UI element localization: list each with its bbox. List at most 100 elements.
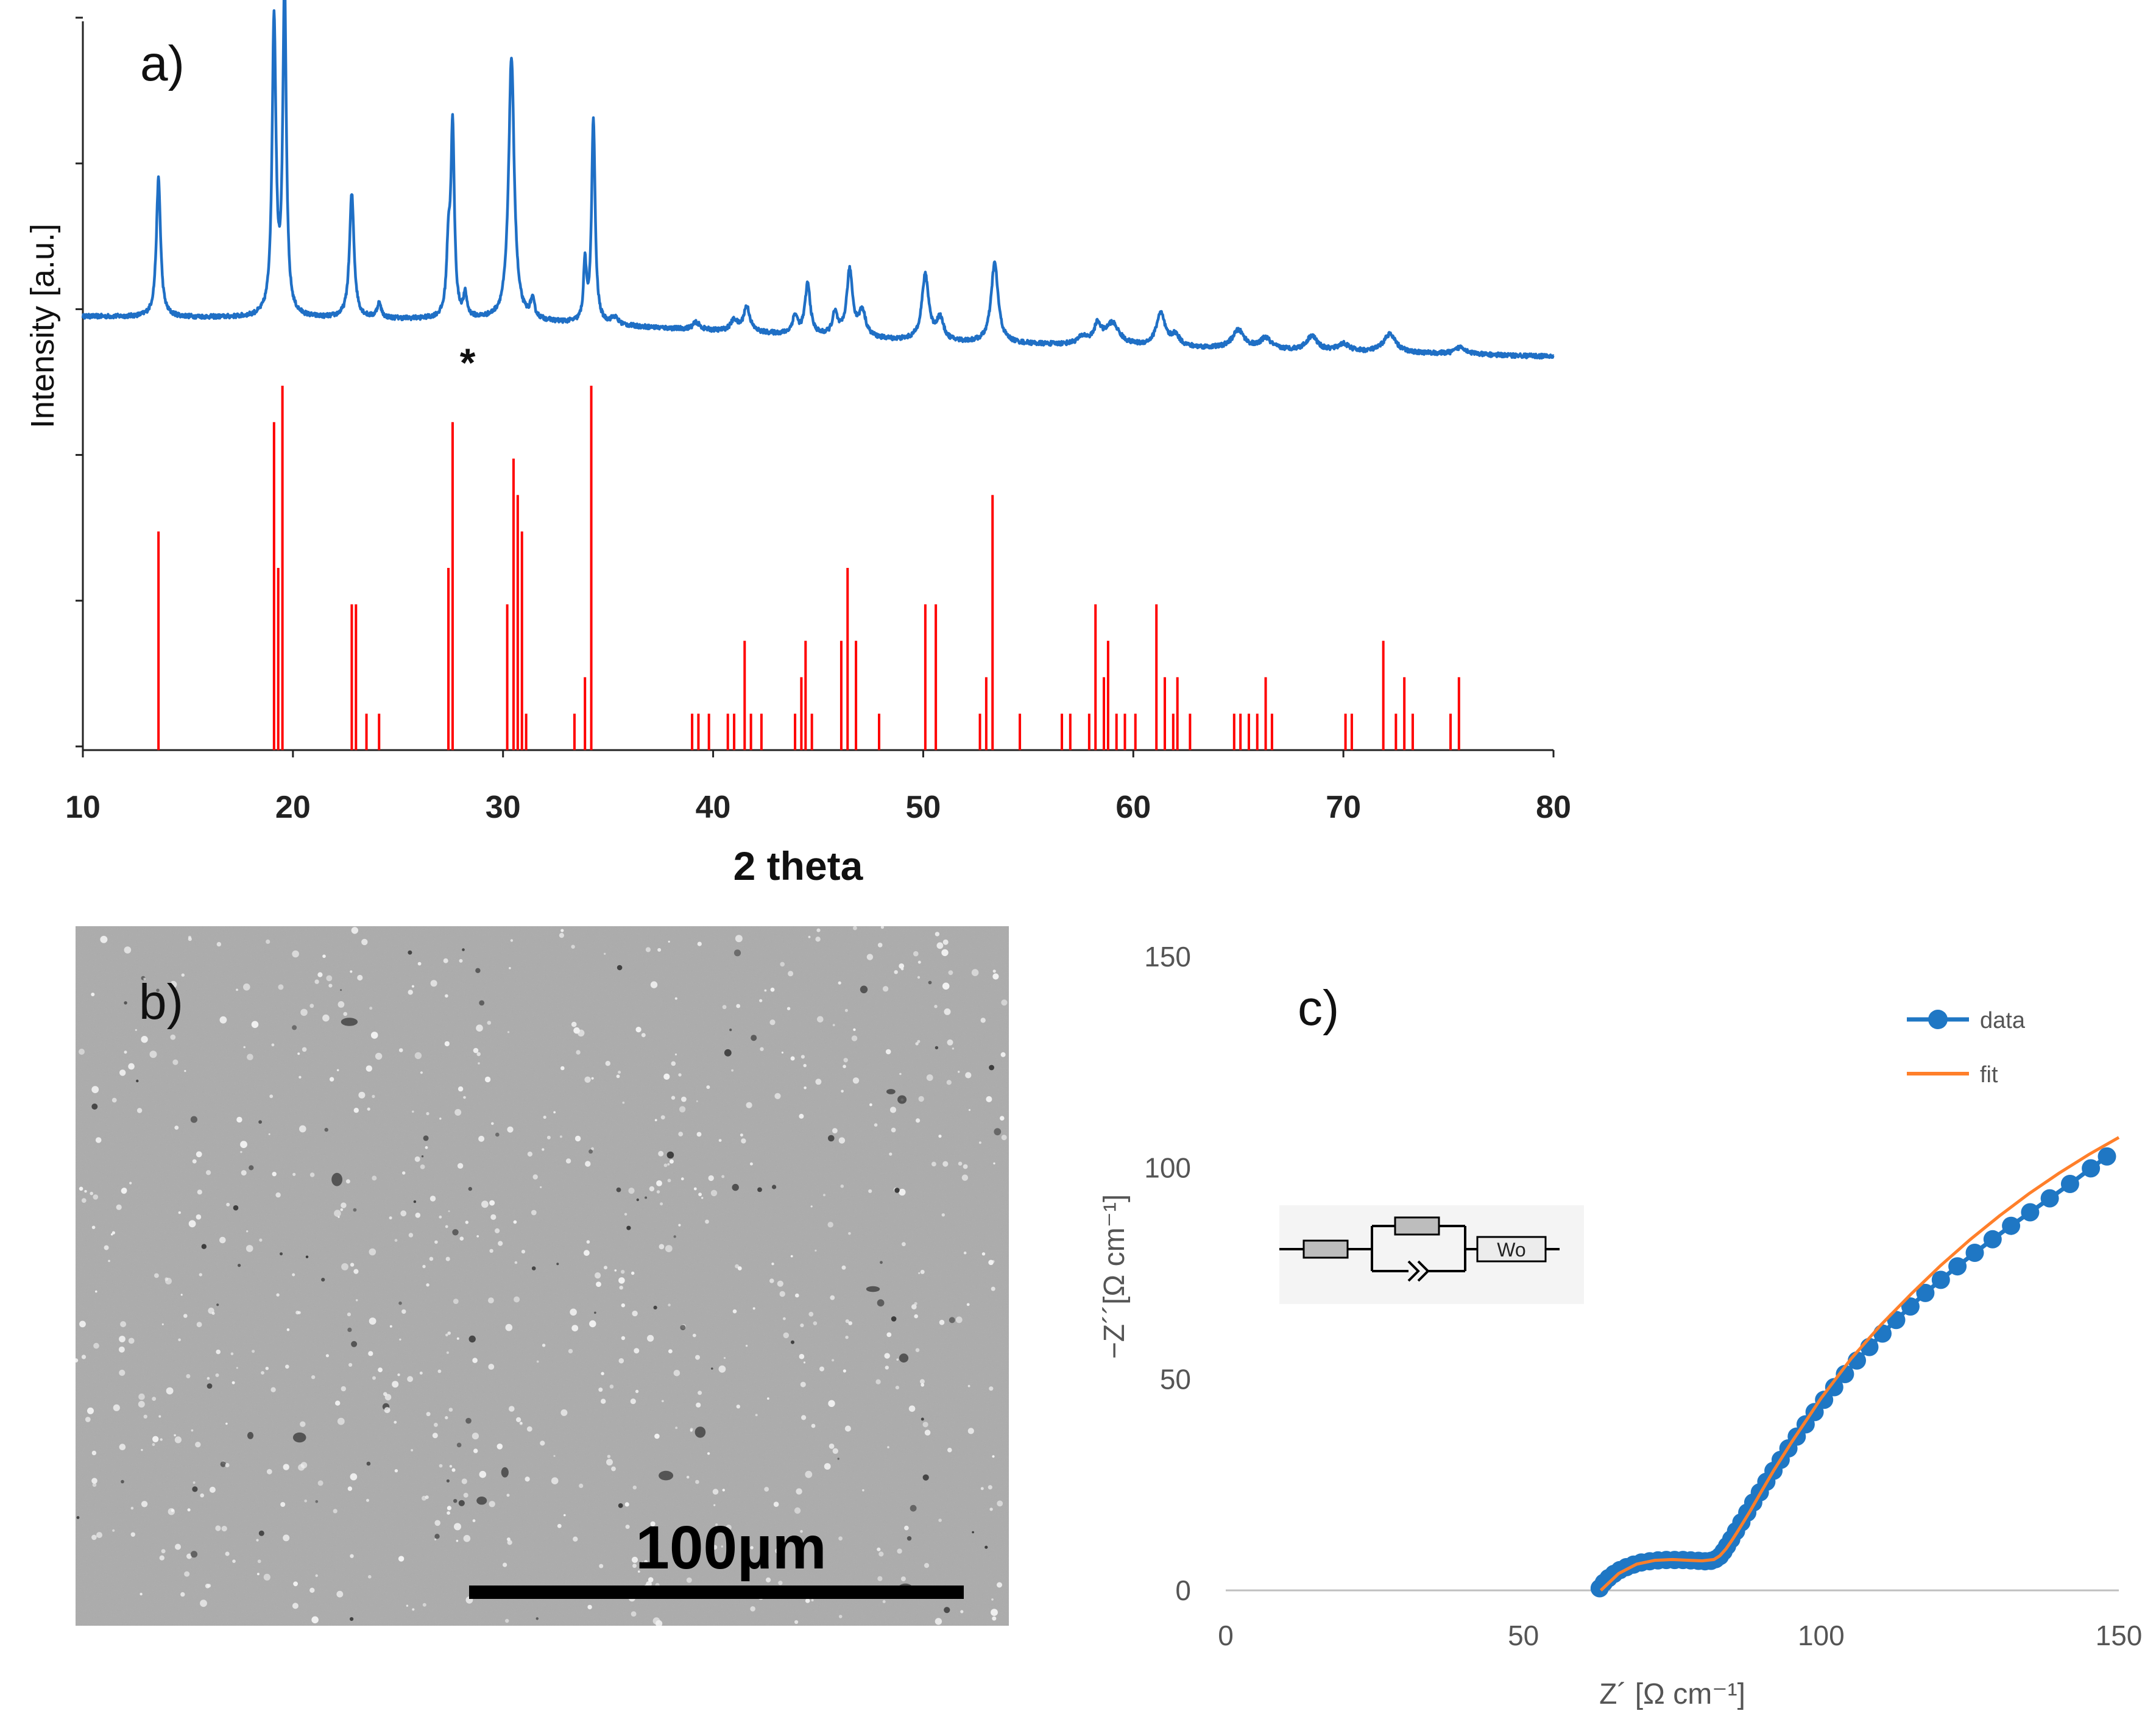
sem-particle — [489, 1249, 493, 1253]
sem-particle — [93, 1342, 99, 1349]
sem-particle — [1001, 1135, 1007, 1141]
sem-particle — [771, 1263, 774, 1266]
sem-particle — [286, 1328, 290, 1331]
data-point — [2082, 1159, 2101, 1178]
sem-particle — [630, 1398, 636, 1405]
sem-particle — [481, 1200, 489, 1208]
sem-particle — [816, 928, 821, 932]
sem-particle — [401, 1309, 406, 1314]
sem-particle — [135, 1029, 137, 1031]
sem-particle — [840, 1184, 844, 1188]
sem-particle — [713, 1504, 716, 1506]
sem-particle — [669, 1159, 674, 1164]
sem-particle — [190, 1551, 198, 1558]
sem-particle — [180, 1592, 185, 1597]
sem-particle — [256, 1573, 260, 1576]
sem-particle — [942, 982, 950, 990]
sem-particle — [258, 1120, 262, 1124]
sem-particle — [476, 1052, 481, 1057]
sem-particle — [587, 1604, 592, 1610]
sem-particle — [324, 1127, 328, 1132]
sem-particle — [111, 1097, 117, 1103]
sem-particle — [641, 1561, 643, 1564]
sem-particle — [341, 1263, 348, 1270]
sem-particle — [425, 1146, 428, 1149]
sem-particle — [757, 1187, 762, 1192]
sem-particle — [124, 1051, 127, 1054]
sem-particle — [487, 1021, 492, 1025]
sem-particle — [882, 986, 889, 992]
sem-particle — [304, 1499, 308, 1503]
sem-particle — [398, 1556, 405, 1562]
nyquist-y-tick-labels: 0 50 100 150 — [1144, 941, 1191, 1606]
sem-particle — [991, 1609, 998, 1617]
data-point — [1815, 1391, 1834, 1409]
sem-particle — [236, 988, 238, 991]
sem-pore — [501, 1467, 509, 1478]
sem-particle — [299, 1125, 306, 1133]
sem-particle — [653, 1305, 657, 1309]
sem-particle — [444, 1041, 450, 1047]
sem-particle — [417, 962, 422, 966]
sem-particle — [618, 1277, 625, 1284]
sem-particle — [877, 1576, 883, 1581]
sem-particle — [775, 1548, 780, 1554]
sem-particle — [184, 1070, 186, 1072]
sem-particle — [618, 1503, 623, 1508]
sem-particle — [369, 1317, 376, 1325]
sem-particle — [200, 1600, 207, 1607]
sem-particle — [731, 1069, 733, 1072]
sem-particle — [79, 1049, 85, 1055]
data-points — [1590, 1147, 2116, 1598]
sem-particle — [900, 1576, 906, 1582]
sem-particle — [119, 1444, 126, 1450]
sem-particle — [407, 1376, 413, 1383]
sem-particle — [193, 1481, 196, 1484]
sem-particle — [915, 1348, 920, 1352]
sem-particle — [439, 1215, 442, 1219]
sem-particle — [805, 1598, 810, 1603]
sem-particle — [621, 1270, 625, 1274]
sem-particle — [750, 1546, 754, 1550]
sem-particle — [445, 1333, 448, 1337]
sem-particle — [507, 1126, 514, 1133]
sem-particle — [338, 1216, 340, 1218]
sem-particle — [389, 1325, 392, 1328]
sem-particle — [886, 1332, 892, 1338]
sem-particle — [463, 1492, 468, 1498]
sem-particle — [601, 1372, 604, 1375]
sem-particle — [724, 1049, 732, 1057]
sem-particle — [447, 1331, 451, 1335]
sem-panel: b) 100µm — [76, 926, 1009, 1626]
sem-particle — [599, 1564, 604, 1568]
sem-particle — [128, 1338, 135, 1344]
xrd-x-tick-label: 60 — [1115, 790, 1151, 825]
sem-particle — [399, 1338, 401, 1341]
sem-particle — [317, 1480, 323, 1486]
sem-particle — [667, 1163, 670, 1166]
sem-particle — [152, 1397, 157, 1401]
legend-fit-label: fit — [1980, 1062, 1998, 1088]
sem-particle — [611, 1466, 616, 1472]
sem-particle — [337, 1417, 345, 1425]
sem-particle — [565, 1158, 571, 1164]
sem-particle — [813, 1321, 818, 1325]
sem-particle — [584, 1076, 591, 1083]
sem-particle — [848, 1321, 852, 1325]
sem-particle — [877, 1547, 881, 1551]
data-point — [1965, 1244, 1984, 1262]
sem-particle — [824, 1463, 831, 1470]
sem-particle — [479, 1470, 487, 1478]
sem-particle — [184, 1571, 190, 1577]
sem-texture — [76, 926, 1009, 1626]
data-point — [1873, 1324, 1892, 1343]
sem-particle — [232, 1559, 236, 1563]
sem-particle — [665, 1245, 673, 1252]
sem-particle — [874, 1123, 878, 1127]
sem-particle — [230, 1352, 234, 1355]
sem-particle — [159, 1555, 164, 1561]
sem-particle — [116, 1204, 122, 1210]
sem-particle — [707, 1452, 710, 1455]
sem-particle — [894, 970, 898, 974]
sem-particle — [532, 1174, 538, 1180]
